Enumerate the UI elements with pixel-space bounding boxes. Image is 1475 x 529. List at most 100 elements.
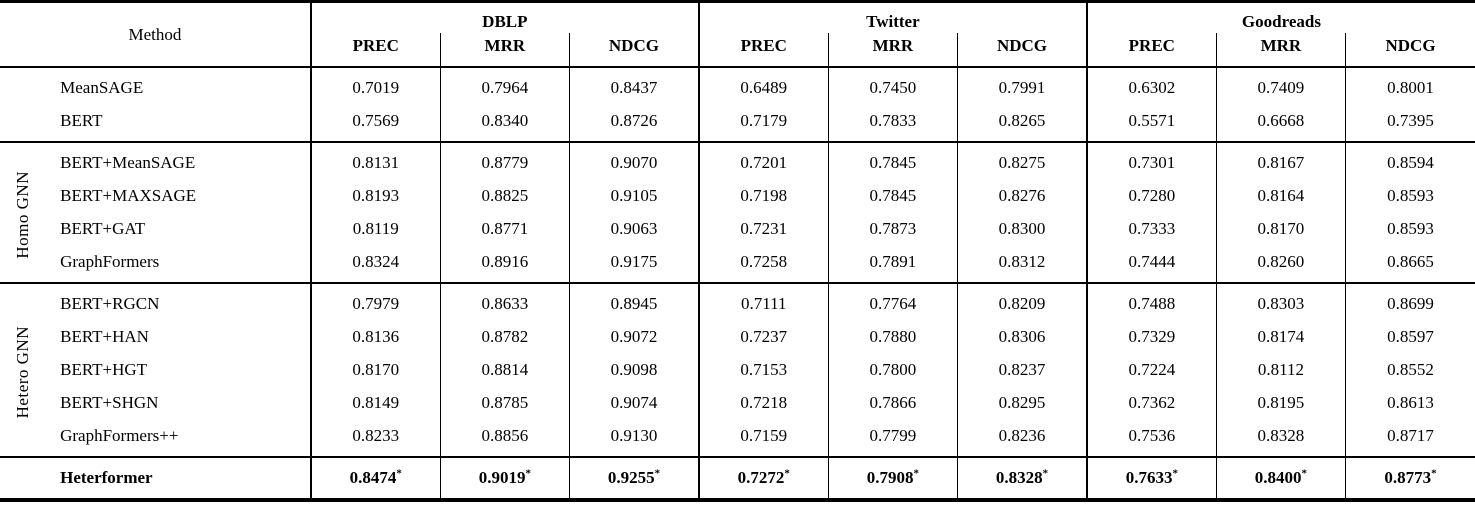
metric-value-cell: 0.8324 [309, 246, 441, 283]
metric-value: 0.7224 [1128, 360, 1176, 379]
metric-value: 0.9019 [478, 468, 526, 487]
dataset-header-twitter: Twitter [697, 1, 1087, 33]
metric-value-cell: 0.8328* [957, 456, 1087, 500]
metric-value: 0.8593 [1387, 186, 1434, 205]
metric-value: 0.8779 [481, 153, 529, 172]
metric-value-cell: 0.7964 [439, 66, 570, 105]
metric-header-goodreads-mrr: MRR [1215, 33, 1346, 67]
metric-value-cell: 0.8131 [309, 141, 441, 180]
metric-value-cell: 0.7198 [697, 180, 829, 213]
metric-value: 0.9255 [607, 468, 655, 487]
metric-value: 0.9175 [610, 252, 658, 271]
metric-value: 0.8552 [1387, 360, 1434, 379]
metric-value-cell: 0.7873 [827, 213, 958, 246]
metric-value: 0.7301 [1128, 153, 1176, 172]
metric-value-cell: 0.7258 [697, 246, 829, 283]
metric-header-twitter-prec: PREC [697, 33, 829, 67]
method-cell: GraphFormers [60, 252, 160, 271]
metric-value: 0.7488 [1128, 294, 1176, 313]
table-row: Homo GNN BERT+MeanSAGE 0.8131 0.8779 0.9070 0… [0, 141, 1475, 283]
metric-value: 0.7833 [869, 111, 917, 130]
metric-value: 0.7444 [1128, 252, 1176, 271]
dataset-header-goodreads: Goodreads [1085, 1, 1475, 33]
metric-header-goodreads-ndcg: NDCG [1345, 33, 1475, 67]
metric-value-cell: 0.8328 [1215, 420, 1346, 457]
metric-value-cell: 0.8275 [957, 141, 1087, 180]
metric-value: 0.8170 [1257, 219, 1305, 238]
metric-header-dblp-prec: PREC [309, 33, 441, 67]
metric-value: 0.8170 [352, 360, 400, 379]
metric-value-cell: 0.7179 [697, 105, 829, 142]
metric-value-cell: 0.9063 [569, 213, 699, 246]
metric-value: 0.8726 [610, 111, 658, 130]
metric-value-cell: 0.7301 [1085, 141, 1217, 180]
significance-star: * [396, 467, 402, 480]
metric-value: 0.7272 [737, 468, 785, 487]
metric-value: 0.7450 [869, 78, 917, 97]
metric-value-cell: 0.7111 [697, 282, 829, 321]
metric-value: 0.8300 [998, 219, 1046, 238]
metric-value: 0.9105 [610, 186, 658, 205]
metric-value: 0.8782 [481, 327, 529, 346]
metric-value-cell: 0.9255* [569, 456, 699, 500]
metric-value: 0.8295 [998, 393, 1046, 412]
metric-value: 0.7201 [740, 153, 788, 172]
metric-value: 0.8312 [998, 252, 1046, 271]
metric-value: 0.9063 [610, 219, 658, 238]
metric-value-cell: 0.8209 [957, 282, 1087, 321]
metric-value: 0.8916 [481, 252, 529, 271]
metric-value-cell: 0.8112 [1215, 354, 1346, 387]
metric-value-cell: 0.7799 [827, 420, 958, 457]
metric-value: 0.9130 [610, 426, 658, 445]
metric-value: 0.7329 [1128, 327, 1176, 346]
metric-value: 0.8340 [481, 111, 529, 130]
metric-value-cell: 0.7409 [1215, 66, 1346, 105]
metric-value: 0.7799 [869, 426, 917, 445]
method-cell: BERT+HAN [60, 327, 149, 346]
metric-value: 0.8633 [481, 294, 529, 313]
table-row: BERT+MAXSAGE 0.8193 0.8825 0.9105 0.7198 0.78… [0, 180, 1475, 213]
metric-value-cell: 0.7231 [697, 213, 829, 246]
metric-value-cell: 0.7019 [309, 66, 441, 105]
table-row: BERT+HGT 0.8170 0.8814 0.9098 0.7153 0.7800 0.… [0, 354, 1475, 387]
metric-value-cell: 0.8260 [1215, 246, 1346, 283]
metric-value-cell: 0.8782 [439, 321, 570, 354]
group-label: Homo GNN [13, 171, 33, 259]
metric-value: 0.6302 [1128, 78, 1176, 97]
metric-value: 0.8400 [1254, 468, 1302, 487]
metric-value-cell: 0.7218 [697, 387, 829, 420]
metric-value-cell: 0.8613 [1345, 387, 1475, 420]
metric-value-cell: 0.8717 [1345, 420, 1475, 457]
metric-value-cell: 0.8300 [957, 213, 1087, 246]
metric-value-cell: 0.8400* [1215, 456, 1346, 500]
metric-value-cell: 0.7329 [1085, 321, 1217, 354]
metric-value-cell: 0.7333 [1085, 213, 1217, 246]
metric-header-goodreads-prec: PREC [1085, 33, 1217, 67]
metric-value-cell: 0.8170 [1215, 213, 1346, 246]
metric-value-cell: 0.7280 [1085, 180, 1217, 213]
significance-star: * [1172, 467, 1178, 480]
metric-value-cell: 0.8474* [309, 456, 441, 500]
metric-value-cell: 0.8437 [569, 66, 699, 105]
significance-star: * [1301, 467, 1308, 480]
metric-value: 0.7395 [1387, 111, 1434, 130]
metric-value: 0.8773 [1384, 468, 1432, 487]
metric-value-cell: 0.8593 [1345, 180, 1475, 213]
table-row: BERT+GAT 0.8119 0.8771 0.9063 0.7231 0.7873 0.… [0, 213, 1475, 246]
metric-value-cell: 0.8167 [1215, 141, 1346, 180]
metric-value: 0.7237 [740, 327, 788, 346]
metric-value-cell: 0.8170 [309, 354, 441, 387]
group-label: Hetero GNN [13, 326, 33, 419]
metric-value-cell: 0.9074 [569, 387, 699, 420]
method-cell: BERT+HGT [60, 360, 148, 379]
metric-value-cell: 0.8597 [1345, 321, 1475, 354]
metric-value: 0.8149 [352, 393, 400, 412]
metric-value-cell: 0.9070 [569, 141, 699, 180]
metric-value: 0.7198 [740, 186, 788, 205]
method-cell: BERT+MAXSAGE [60, 186, 197, 205]
metric-header-dblp-mrr: MRR [439, 33, 570, 67]
group-label-cell: Homo GNN [0, 141, 47, 283]
metric-value-cell: 0.9072 [569, 321, 699, 354]
metric-value: 0.8945 [610, 294, 658, 313]
table-row: Hetero GNN BERT+RGCN 0.7979 0.8633 0.8945 0.7… [0, 282, 1475, 457]
